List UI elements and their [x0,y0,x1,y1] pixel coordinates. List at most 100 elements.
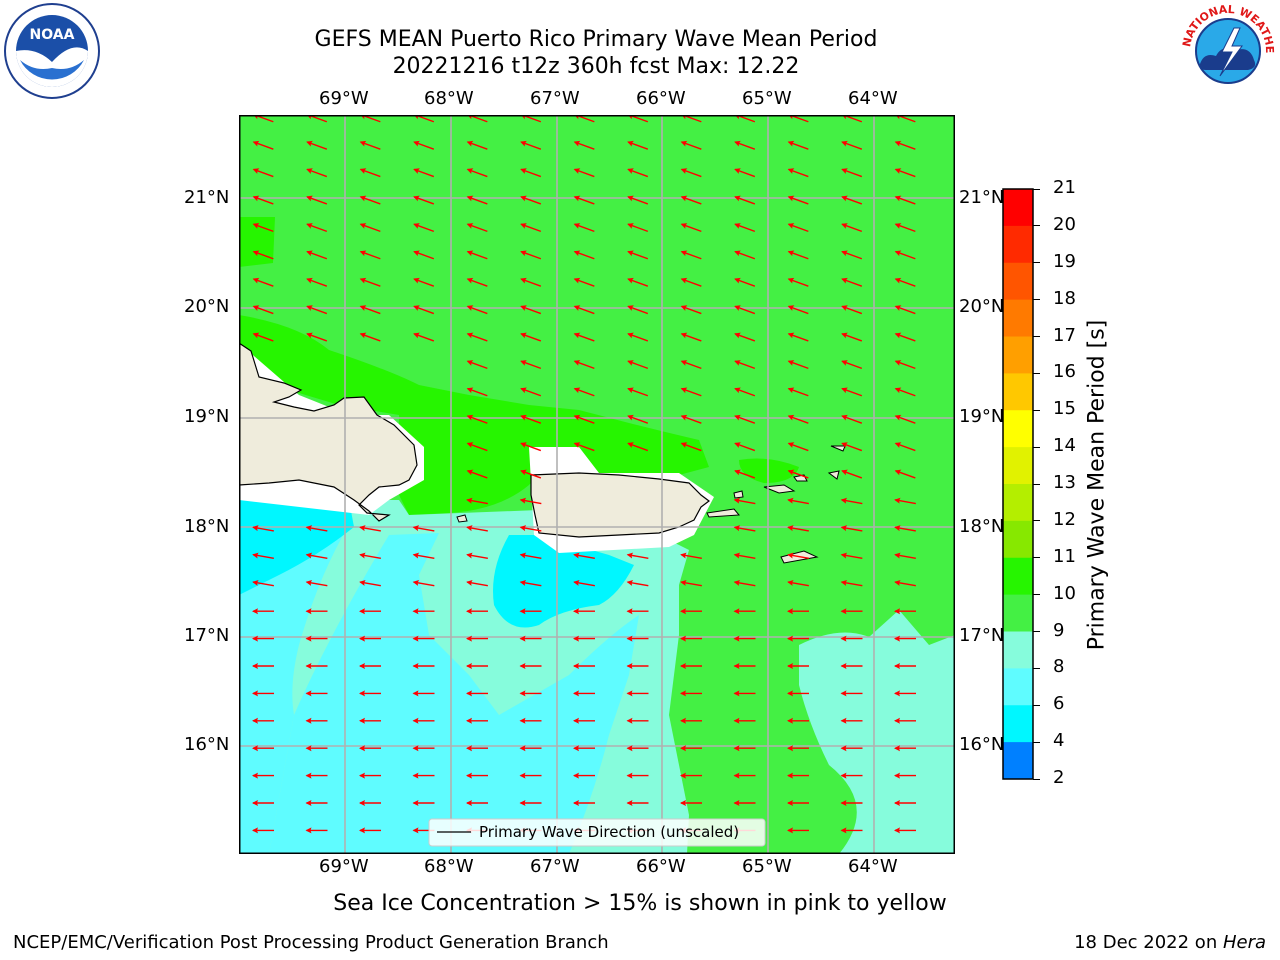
wave-arrow [466,360,488,370]
wave-arrow [306,223,328,233]
colorbar-segment [1003,373,1033,411]
wave-arrow [894,579,916,587]
wave-arrow [466,525,488,532]
wave-arrow [680,745,702,752]
wave-arrow [627,360,649,370]
wave-arrow [573,579,595,587]
lat-label-right: 16°N [959,734,1005,755]
wave-arrow [466,469,488,479]
wave-arrow [894,745,916,752]
wave-arrow [627,250,649,260]
wave-arrow [894,663,916,669]
wave-arrow [573,608,595,615]
wave-arrow [840,608,863,615]
wave-arrow [519,497,542,505]
lat-label-left: 17°N [184,625,230,646]
colorbar-tick-mark [1033,631,1040,632]
period-field-8-9 [269,533,639,854]
wave-arrow [680,387,702,397]
wave-arrow [412,525,435,532]
wave-arrow [519,608,542,615]
wave-arrow [359,772,381,779]
wave-arrow [519,663,542,669]
wave-arrow [466,332,488,342]
wave-arrow [466,608,488,615]
map-panel: Primary Wave Direction (unscaled) [239,115,955,854]
wave-arrow [680,608,702,615]
wave-arrow [252,608,274,615]
colorbar-segment [1003,557,1033,596]
map-legend: Primary Wave Direction (unscaled) [428,818,766,847]
colorbar-segment [1003,705,1033,743]
wave-arrow [305,608,328,615]
wave-arrow [894,442,916,452]
colorbar-segment [1003,594,1033,632]
wave-arrow [359,277,381,287]
wave-arrow [252,717,274,724]
wave-arrow [894,387,916,397]
wave-arrow [252,552,274,559]
wave-arrow [894,717,916,724]
wave-arrow [359,332,381,342]
wave-arrow [412,608,435,615]
wave-arrow [894,250,916,260]
wave-arrow [359,195,381,205]
wave-arrow [627,195,649,205]
wave-arrow [413,223,435,233]
wave-arrow [894,140,916,150]
wave-arrow [733,635,756,642]
wave-arrow [573,442,595,452]
wave-arrow [733,690,756,697]
footer-date: 18 Dec 2022 on Hera [1074,932,1266,953]
wave-direction-arrows [252,115,916,834]
wave-arrow [787,360,809,370]
wave-arrow [359,717,381,724]
wave-arrow [894,195,916,205]
wave-arrow [519,552,542,559]
wave-arrow [305,772,328,779]
wave-arrow [680,663,702,669]
wave-arrow [894,360,916,370]
colorbar-tick-label: 15 [1053,398,1076,420]
footer-organization: NCEP/EMC/Verification Post Processing Pr… [13,932,609,953]
wave-arrow [734,140,756,150]
wave-arrow [466,305,488,315]
period-field-11-12 [739,458,799,483]
wave-arrow [359,635,381,642]
wave-arrow [305,800,328,806]
wave-arrow [519,800,542,806]
colorbar-tick-mark [1033,225,1040,227]
wave-arrow [787,717,809,724]
wave-arrow [520,305,542,315]
colorbar-segments [1003,189,1033,780]
wave-arrow [787,140,809,150]
wave-arrow [894,497,916,505]
wave-arrow [680,277,702,287]
wave-arrow [733,497,756,505]
wave-arrow [573,250,595,260]
wave-arrow [627,305,649,315]
period-field-8-9 [239,525,349,854]
noaa-logo: NOAA [4,3,100,99]
wave-arrow [413,250,435,260]
wave-arrow [840,690,863,697]
wave-arrow [680,800,702,806]
wave-arrow [466,800,488,806]
wave-arrow [412,663,435,669]
wave-arrow [734,223,756,233]
wave-arrow [626,552,649,559]
wave-arrow [627,414,649,424]
lat-label-right: 21°N [959,187,1005,208]
wave-arrow [787,690,809,697]
wave-arrow [894,690,916,697]
lon-label-top: 69°W [319,88,369,109]
wave-arrow [252,579,274,587]
wave-arrow [519,690,542,697]
lat-label-right: 19°N [959,406,1005,427]
colorbar-tick-label: 18 [1053,287,1076,309]
wave-arrow [520,360,542,370]
wave-arrow [573,277,595,287]
wave-arrow [413,168,435,178]
lon-label-bottom: 66°W [636,856,686,877]
wave-arrow [466,690,488,697]
